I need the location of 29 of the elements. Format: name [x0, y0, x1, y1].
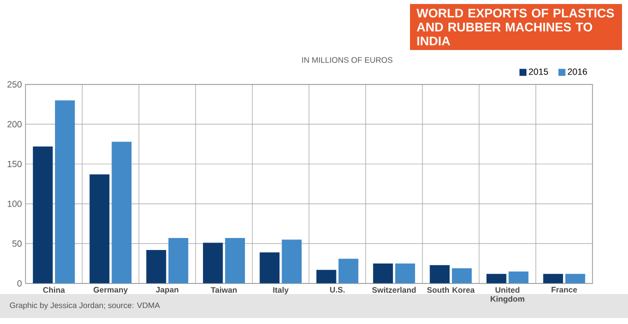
y-tick-label: 100 [8, 200, 22, 207]
bar [146, 250, 166, 284]
y-tick-label: 150 [8, 160, 22, 168]
bar [486, 274, 506, 284]
bar [282, 240, 302, 284]
bar [90, 174, 110, 284]
y-tick-label: 250 [7, 81, 22, 88]
bar [55, 100, 75, 284]
bar [338, 258, 358, 284]
bar [430, 265, 450, 284]
bar [202, 242, 223, 284]
chart-title: WORLD EXPORTS OF PLASTICS AND RUBBER MACHINES TO INDIA [416, 8, 614, 46]
bar [565, 274, 586, 284]
bar [508, 271, 528, 284]
bar [373, 264, 393, 284]
bar [395, 264, 416, 284]
bar [452, 268, 472, 284]
y-tick-label: 200 [7, 121, 22, 128]
bar [168, 238, 188, 284]
y-tick-label: 0 [17, 280, 22, 287]
y-tick-label: 50 [12, 240, 22, 247]
bar [225, 238, 245, 284]
bar [32, 146, 53, 284]
legend-label: 2016 [568, 68, 587, 75]
bar [543, 274, 564, 284]
legend-label: 2015 [528, 68, 548, 75]
bar [260, 252, 280, 284]
bar [316, 270, 336, 284]
bar [112, 142, 132, 284]
